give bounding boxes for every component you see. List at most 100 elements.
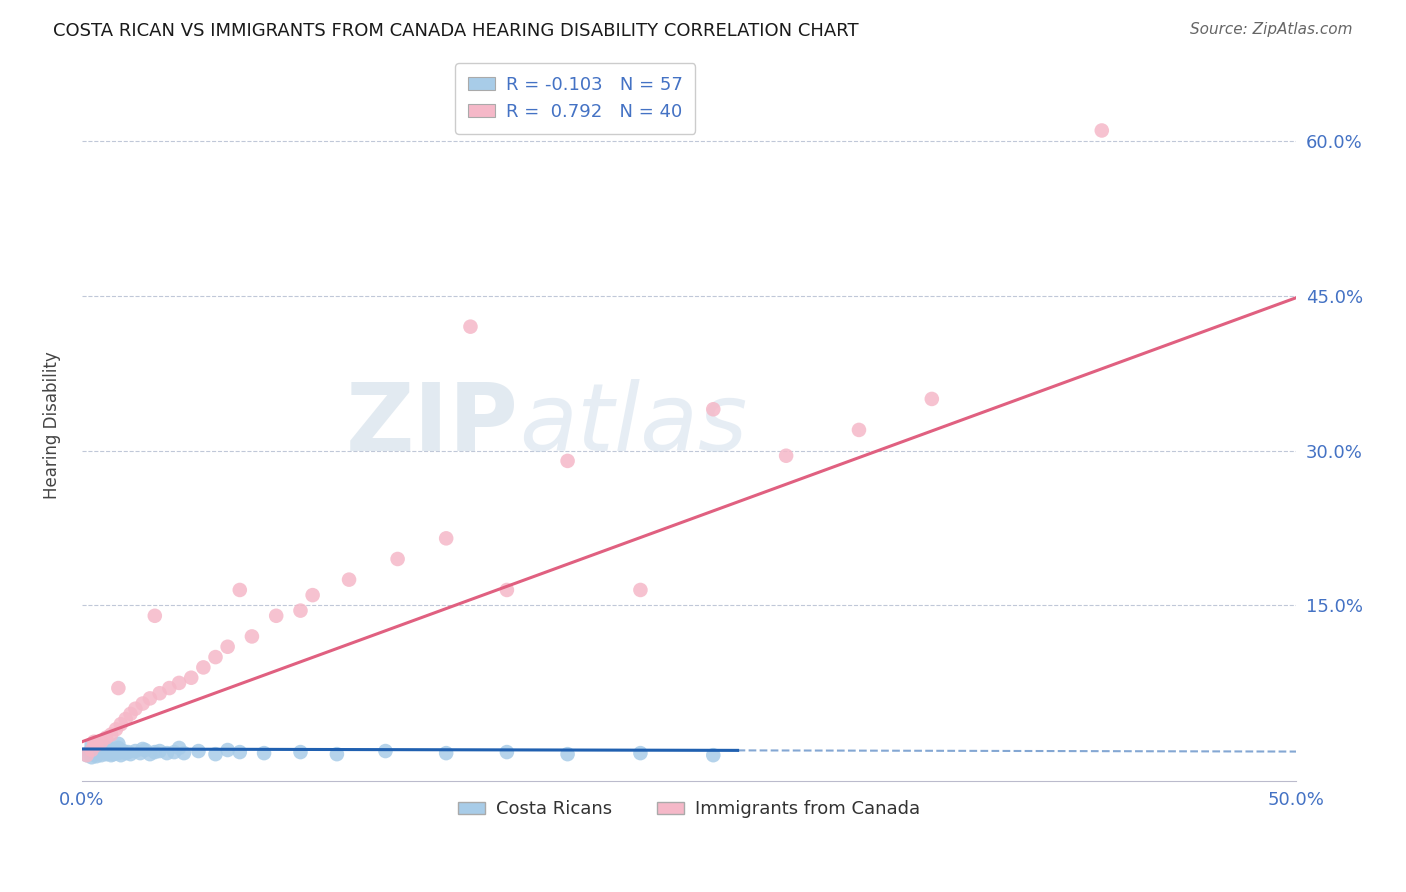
Point — [96, 739, 118, 754]
Point — [131, 742, 153, 756]
Point — [156, 746, 179, 760]
Point — [301, 588, 323, 602]
Point — [77, 745, 100, 759]
Point — [264, 608, 287, 623]
Point — [240, 629, 263, 643]
Text: COSTA RICAN VS IMMIGRANTS FROM CANADA HEARING DISABILITY CORRELATION CHART: COSTA RICAN VS IMMIGRANTS FROM CANADA HE… — [53, 22, 859, 40]
Point — [921, 392, 943, 406]
Point — [702, 748, 724, 763]
Point — [173, 746, 195, 760]
Point — [157, 681, 180, 695]
Point — [204, 650, 226, 665]
Point — [149, 686, 172, 700]
Point — [163, 745, 186, 759]
Point — [107, 681, 129, 695]
Point — [460, 319, 482, 334]
Point — [83, 743, 105, 757]
Point — [496, 745, 519, 759]
Point — [96, 747, 118, 761]
Point — [217, 743, 239, 757]
Point — [557, 454, 579, 468]
Point — [775, 449, 797, 463]
Point — [253, 746, 276, 760]
Point — [80, 738, 103, 752]
Point — [87, 739, 110, 753]
Point — [97, 746, 120, 760]
Point — [90, 742, 112, 756]
Point — [104, 743, 127, 757]
Point — [187, 744, 209, 758]
Point — [139, 747, 162, 761]
Text: atlas: atlas — [519, 379, 747, 470]
Point — [83, 747, 105, 761]
Point — [120, 747, 142, 761]
Point — [337, 573, 360, 587]
Point — [326, 747, 349, 761]
Point — [139, 691, 162, 706]
Point — [104, 723, 127, 737]
Point — [143, 745, 166, 759]
Point — [120, 706, 142, 721]
Point — [87, 746, 110, 760]
Point — [628, 582, 651, 597]
Point — [114, 712, 136, 726]
Point — [193, 660, 215, 674]
Point — [96, 731, 118, 745]
Point — [204, 747, 226, 761]
Point — [110, 748, 132, 763]
Point — [93, 745, 115, 759]
Point — [217, 640, 239, 654]
Point — [149, 744, 172, 758]
Point — [387, 552, 409, 566]
Point — [167, 676, 190, 690]
Point — [107, 741, 129, 756]
Point — [124, 702, 146, 716]
Point — [290, 604, 312, 618]
Point — [1091, 123, 1114, 137]
Point — [702, 402, 724, 417]
Point — [557, 747, 579, 761]
Text: ZIP: ZIP — [346, 379, 519, 471]
Point — [229, 582, 252, 597]
Point — [848, 423, 870, 437]
Point — [628, 746, 651, 760]
Point — [290, 745, 312, 759]
Point — [86, 749, 108, 764]
Point — [143, 608, 166, 623]
Point — [103, 747, 125, 761]
Point — [434, 746, 457, 760]
Y-axis label: Hearing Disability: Hearing Disability — [44, 351, 60, 499]
Point — [100, 748, 122, 763]
Legend: Costa Ricans, Immigrants from Canada: Costa Ricans, Immigrants from Canada — [451, 793, 928, 825]
Point — [86, 738, 108, 752]
Point — [131, 697, 153, 711]
Point — [90, 735, 112, 749]
Point — [86, 744, 108, 758]
Point — [374, 744, 396, 758]
Point — [80, 750, 103, 764]
Point — [167, 741, 190, 756]
Point — [107, 737, 129, 751]
Point — [114, 746, 136, 760]
Point — [100, 742, 122, 756]
Point — [83, 735, 105, 749]
Point — [97, 744, 120, 758]
Point — [76, 748, 98, 763]
Point — [103, 745, 125, 759]
Point — [134, 743, 156, 757]
Point — [229, 745, 252, 759]
Point — [180, 671, 202, 685]
Point — [434, 532, 457, 546]
Point — [129, 746, 152, 760]
Point — [110, 717, 132, 731]
Point — [112, 744, 135, 758]
Point — [96, 743, 118, 757]
Point — [87, 741, 110, 756]
Point — [117, 745, 139, 759]
Point — [107, 746, 129, 760]
Point — [93, 739, 115, 754]
Point — [80, 743, 103, 757]
Point — [124, 744, 146, 758]
Point — [100, 727, 122, 741]
Text: Source: ZipAtlas.com: Source: ZipAtlas.com — [1189, 22, 1353, 37]
